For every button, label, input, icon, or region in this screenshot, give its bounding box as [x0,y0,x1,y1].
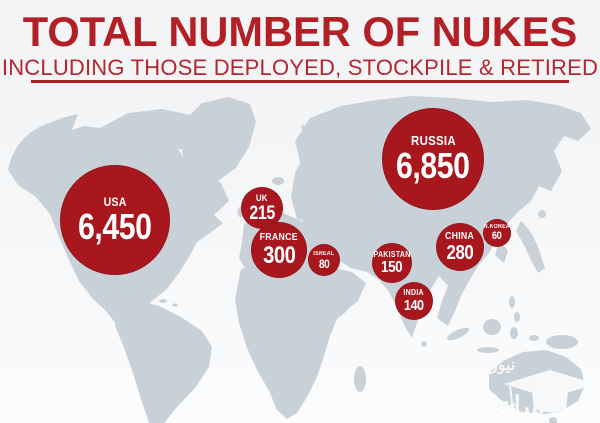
map-japan [538,210,546,218]
country-value: 6,450 [78,205,152,247]
country-bubble-france: FRANCE 300 [251,222,307,278]
country-value: 280 [446,241,474,264]
map-philippines [509,296,515,308]
country-bubble-usa: USA 6,450 [60,165,170,275]
country-bubble-india: INDIA 140 [395,282,433,320]
map-caribbean [145,295,155,299]
map-borneo [483,319,501,335]
country-label: INDIA [403,288,425,297]
map-sri-lanka [421,341,427,347]
map-arabia [327,267,366,313]
country-bubble-china: CHINA 280 [436,223,484,271]
map-tasmania [549,417,557,423]
country-label: UK [256,192,268,203]
country-label: RUSSIA [410,133,456,148]
country-label: USA [103,194,127,209]
map-philippines [514,312,520,322]
map-iceland [272,177,284,185]
country-value: 6,850 [396,145,470,186]
map-sumatra [446,327,470,341]
map-java [477,347,499,353]
map-japan [516,221,545,273]
map-sulawesi [510,327,518,339]
country-value: 215 [249,202,275,224]
country-value: 140 [404,297,424,314]
page-subtitle: INCLUDING THOSE DEPLOYED, STOCKPILE & RE… [1,55,599,80]
country-bubble-pakistan: PAKISTAN 150 [372,243,412,283]
map-madagascar [354,366,366,392]
map-caribbean [172,303,178,307]
page-title: TOTAL NUMBER OF NUKES [22,8,578,55]
country-value: 60 [492,230,502,242]
country-label: CHINA [445,230,475,242]
country-value: 80 [318,256,330,271]
header: TOTAL NUMBER OF NUKES INCLUDING THOSE DE… [0,0,600,80]
country-label: FRANCE [259,231,299,243]
map-asia [295,96,591,338]
country-label: N.KOREA [483,224,511,230]
country-bubble-n-korea: N.KOREA 60 [483,219,511,247]
map-new-guinea [546,335,578,349]
map-caribbean [159,299,167,303]
country-bubble-isreal: ISREAL 80 [308,244,340,276]
country-label: PAKISTAN [373,249,411,259]
map-south-america [115,300,212,423]
country-label: ISREAL [313,250,335,257]
map-moluccas [529,335,539,341]
header-divider [31,80,569,83]
country-value: 150 [381,258,403,276]
map-africa [235,258,352,419]
country-bubble-russia: RUSSIA 6,850 [382,108,484,210]
country-value: 300 [262,241,296,269]
